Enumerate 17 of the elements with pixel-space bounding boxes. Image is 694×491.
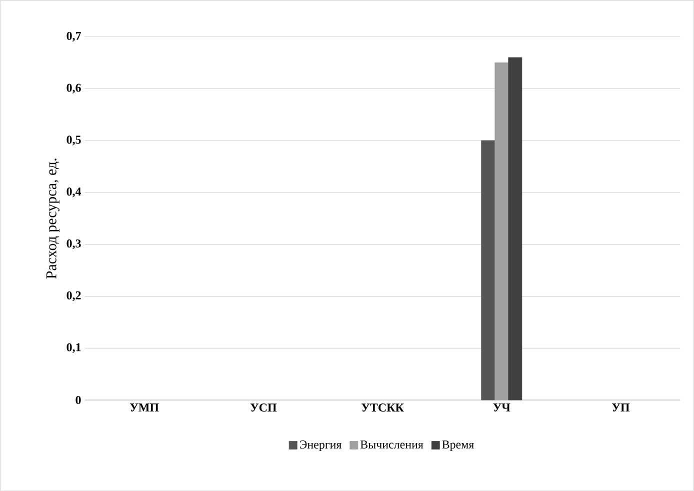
y-tick-label: 0,6 [66, 84, 81, 94]
y-tick-label: 0,1 [66, 343, 81, 354]
legend-label: Энергия [300, 440, 342, 452]
y-tick-label: 0,7 [66, 32, 81, 42]
x-tick-label: УТСКК [362, 404, 404, 412]
y-tick-label: 0,5 [66, 136, 81, 146]
y-tick-label: 0,2 [66, 291, 81, 302]
x-tick-label: УМП [130, 404, 159, 412]
y-axis-title: Расход ресурса, ед. [46, 158, 60, 279]
legend-label: Время [442, 440, 474, 452]
y-tick-label: 0,4 [66, 188, 82, 198]
y-tick-label: 0,3 [66, 240, 81, 250]
x-tick-label: УСП [250, 404, 277, 412]
legend-label: Вычисления [360, 440, 424, 449]
x-tick-label: УП [612, 404, 630, 412]
y-tick-label: 0 [76, 396, 81, 404]
x-tick-label: УЧ [493, 404, 510, 412]
